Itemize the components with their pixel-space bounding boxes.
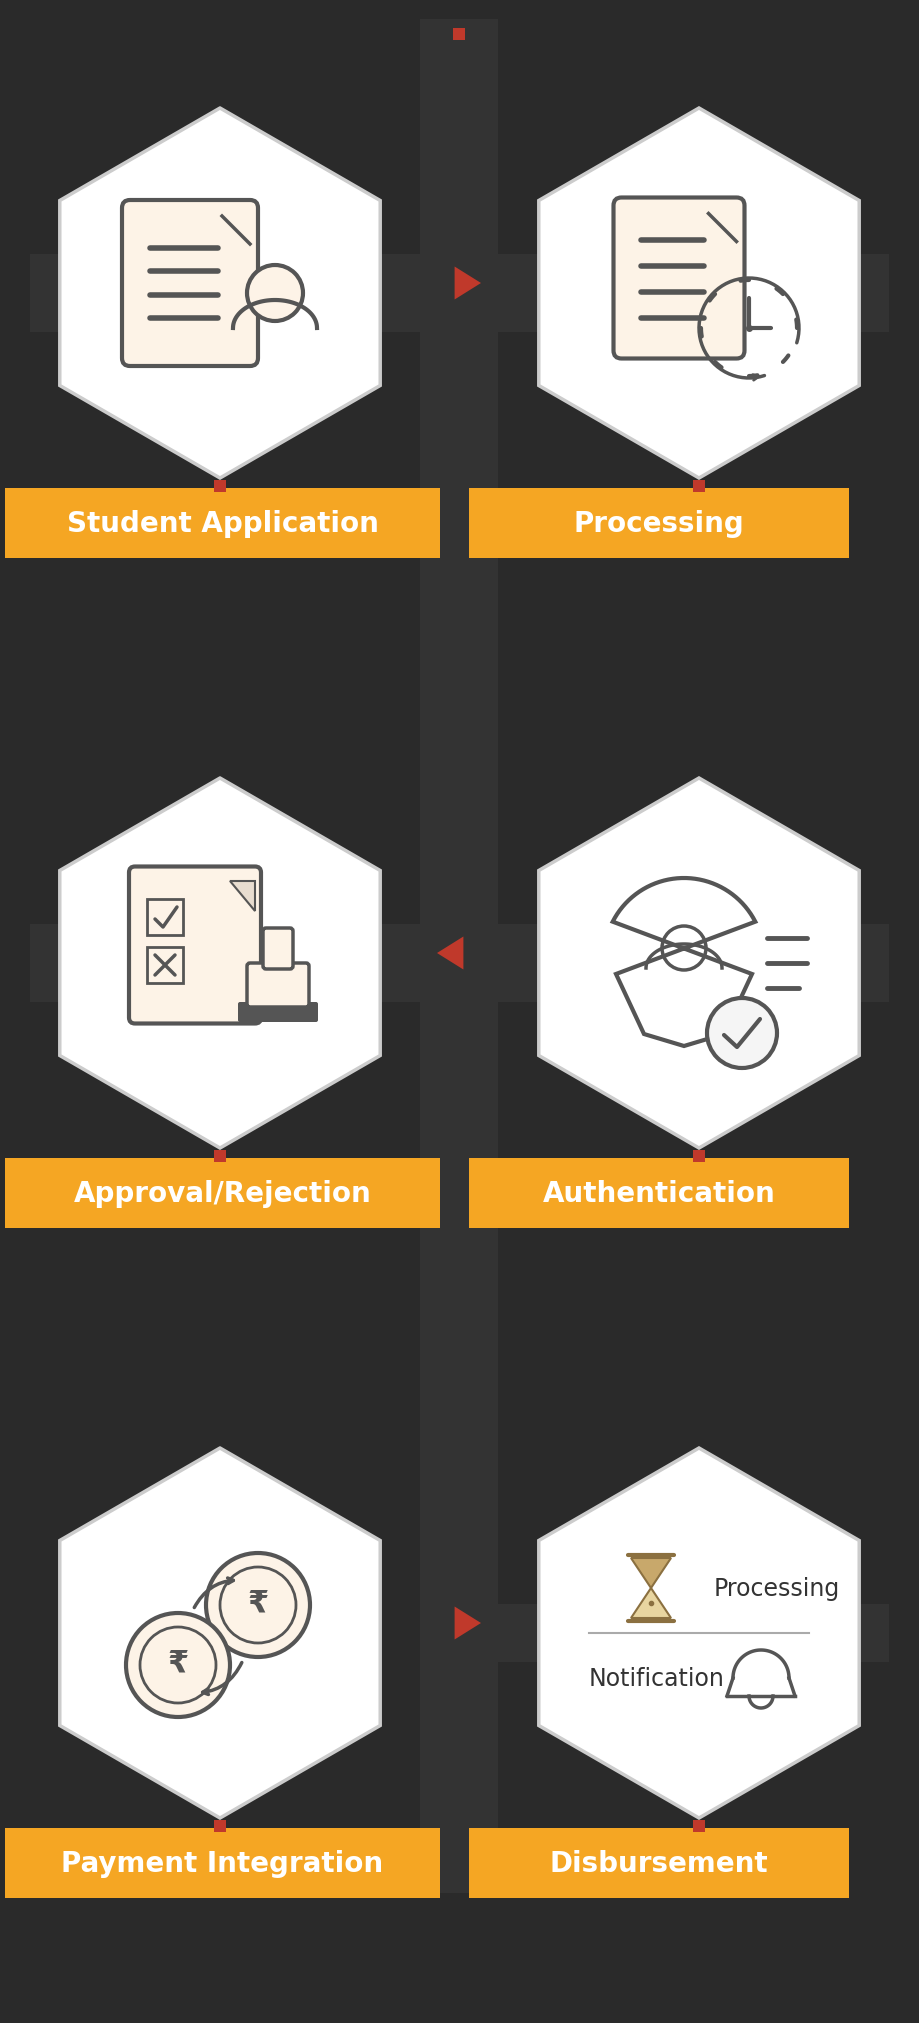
Text: Student Application: Student Application bbox=[66, 510, 379, 538]
FancyBboxPatch shape bbox=[214, 1821, 226, 1833]
FancyBboxPatch shape bbox=[30, 255, 889, 334]
Circle shape bbox=[126, 1612, 230, 1718]
Polygon shape bbox=[455, 1606, 481, 1641]
Text: ₹: ₹ bbox=[247, 1588, 268, 1618]
FancyBboxPatch shape bbox=[469, 490, 849, 558]
Polygon shape bbox=[230, 882, 255, 910]
Circle shape bbox=[247, 265, 303, 322]
Circle shape bbox=[707, 999, 777, 1068]
Polygon shape bbox=[60, 109, 380, 479]
Polygon shape bbox=[455, 267, 481, 299]
FancyBboxPatch shape bbox=[469, 1829, 849, 1898]
FancyBboxPatch shape bbox=[693, 1821, 705, 1833]
FancyBboxPatch shape bbox=[420, 1604, 889, 1663]
Polygon shape bbox=[437, 937, 463, 969]
FancyBboxPatch shape bbox=[122, 200, 258, 366]
Polygon shape bbox=[631, 1588, 671, 1618]
FancyBboxPatch shape bbox=[214, 1151, 226, 1163]
FancyBboxPatch shape bbox=[693, 1151, 705, 1163]
FancyBboxPatch shape bbox=[30, 925, 889, 1003]
Text: Authentication: Authentication bbox=[542, 1179, 776, 1208]
Text: Payment Integration: Payment Integration bbox=[62, 1849, 383, 1877]
FancyBboxPatch shape bbox=[263, 929, 293, 969]
Polygon shape bbox=[539, 779, 859, 1149]
FancyBboxPatch shape bbox=[247, 963, 309, 1007]
Text: Processing: Processing bbox=[714, 1576, 840, 1600]
FancyBboxPatch shape bbox=[5, 1829, 440, 1898]
Text: Disbursement: Disbursement bbox=[550, 1849, 768, 1877]
FancyBboxPatch shape bbox=[214, 481, 226, 494]
FancyBboxPatch shape bbox=[693, 481, 705, 494]
FancyBboxPatch shape bbox=[129, 868, 261, 1024]
Text: Notification: Notification bbox=[589, 1667, 725, 1689]
FancyBboxPatch shape bbox=[420, 20, 498, 1894]
Text: Approval/Rejection: Approval/Rejection bbox=[74, 1179, 371, 1208]
FancyBboxPatch shape bbox=[614, 198, 744, 360]
FancyBboxPatch shape bbox=[5, 490, 440, 558]
Text: Processing: Processing bbox=[573, 510, 744, 538]
FancyBboxPatch shape bbox=[5, 1159, 440, 1228]
Polygon shape bbox=[539, 109, 859, 479]
Text: ₹: ₹ bbox=[167, 1649, 188, 1677]
Polygon shape bbox=[60, 779, 380, 1149]
Polygon shape bbox=[60, 1448, 380, 1819]
FancyBboxPatch shape bbox=[238, 1003, 318, 1022]
Polygon shape bbox=[539, 1448, 859, 1819]
FancyBboxPatch shape bbox=[469, 1159, 849, 1228]
Circle shape bbox=[206, 1554, 310, 1657]
FancyBboxPatch shape bbox=[453, 28, 465, 40]
Polygon shape bbox=[631, 1558, 671, 1588]
